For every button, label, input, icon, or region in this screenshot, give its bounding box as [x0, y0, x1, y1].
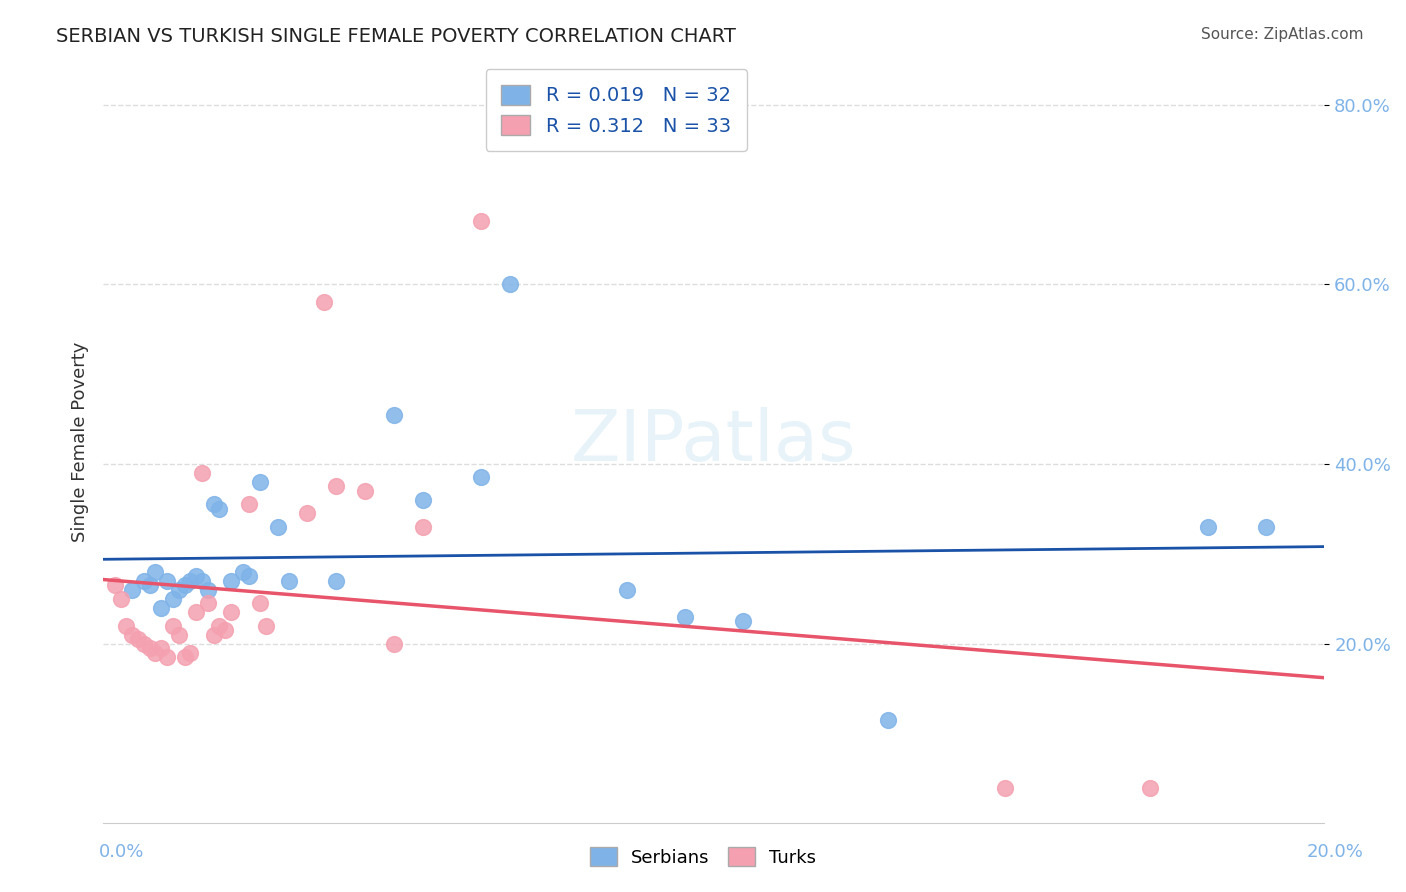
Point: [232, 565, 254, 579]
Point: [731, 614, 754, 628]
Point: [295, 507, 318, 521]
Point: [412, 520, 434, 534]
Point: [179, 646, 201, 660]
Point: [249, 475, 271, 489]
Point: [202, 498, 225, 512]
Point: [162, 591, 184, 606]
Point: [208, 502, 231, 516]
Legend: R = 0.019   N = 32, R = 0.312   N = 33: R = 0.019 N = 32, R = 0.312 N = 33: [485, 70, 747, 152]
Point: [266, 520, 288, 534]
Point: [138, 641, 160, 656]
Point: [1139, 780, 1161, 795]
Point: [132, 637, 155, 651]
Point: [115, 619, 138, 633]
Point: [325, 574, 347, 588]
Point: [167, 628, 190, 642]
Point: [191, 466, 214, 480]
Text: 0.0%: 0.0%: [98, 843, 143, 861]
Point: [145, 565, 167, 579]
Point: [249, 596, 271, 610]
Point: [214, 624, 236, 638]
Point: [145, 646, 167, 660]
Point: [179, 574, 201, 588]
Point: [314, 295, 336, 310]
Point: [353, 483, 375, 498]
Point: [150, 600, 173, 615]
Point: [254, 619, 277, 633]
Point: [186, 569, 208, 583]
Y-axis label: Single Female Poverty: Single Female Poverty: [72, 342, 89, 541]
Point: [104, 578, 127, 592]
Point: [208, 619, 231, 633]
Point: [197, 596, 219, 610]
Point: [150, 641, 173, 656]
Legend: Serbians, Turks: Serbians, Turks: [582, 840, 824, 874]
Point: [167, 582, 190, 597]
Point: [219, 574, 242, 588]
Point: [238, 569, 260, 583]
Point: [470, 470, 492, 484]
Point: [121, 582, 143, 597]
Point: [499, 277, 522, 292]
Point: [278, 574, 301, 588]
Point: [156, 650, 179, 665]
Text: 20.0%: 20.0%: [1308, 843, 1364, 861]
Point: [186, 605, 208, 619]
Point: [173, 578, 195, 592]
Point: [219, 605, 242, 619]
Point: [877, 713, 900, 727]
Point: [673, 609, 696, 624]
Text: SERBIAN VS TURKISH SINGLE FEMALE POVERTY CORRELATION CHART: SERBIAN VS TURKISH SINGLE FEMALE POVERTY…: [56, 27, 737, 45]
Point: [616, 582, 638, 597]
Point: [162, 619, 184, 633]
Point: [191, 574, 214, 588]
Point: [132, 574, 155, 588]
Point: [197, 582, 219, 597]
Point: [325, 479, 347, 493]
Text: Source: ZipAtlas.com: Source: ZipAtlas.com: [1201, 27, 1364, 42]
Text: ZIPatlas: ZIPatlas: [571, 407, 856, 476]
Point: [382, 408, 405, 422]
Point: [1197, 520, 1219, 534]
Point: [173, 650, 195, 665]
Point: [412, 492, 434, 507]
Point: [470, 214, 492, 228]
Point: [110, 591, 132, 606]
Point: [202, 628, 225, 642]
Point: [238, 498, 260, 512]
Point: [382, 637, 405, 651]
Point: [156, 574, 179, 588]
Point: [138, 578, 160, 592]
Point: [121, 628, 143, 642]
Point: [1256, 520, 1278, 534]
Point: [993, 780, 1015, 795]
Point: [127, 632, 149, 647]
